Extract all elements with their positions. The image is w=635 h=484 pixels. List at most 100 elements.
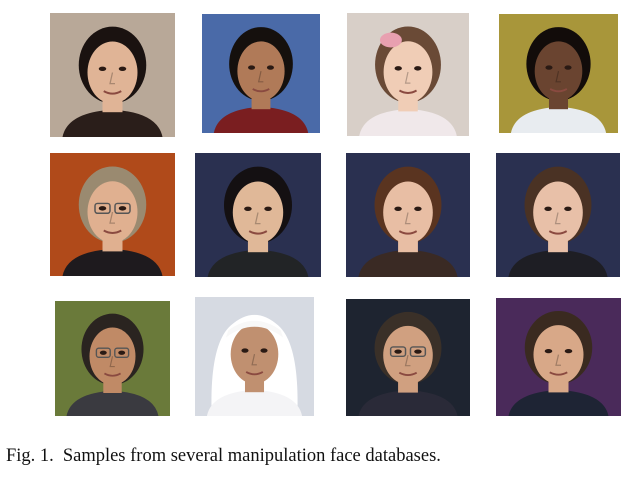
right-eye (118, 66, 127, 72)
face (87, 181, 138, 243)
mouth (248, 230, 268, 235)
nose (404, 71, 411, 84)
face (230, 324, 279, 384)
mouth (245, 371, 264, 376)
right-eye (264, 206, 272, 212)
face-sample-r2c1 (50, 153, 175, 276)
right-eye (414, 66, 422, 71)
shoulders (359, 108, 457, 136)
mouth (549, 88, 568, 93)
glasses-left (95, 347, 111, 359)
face-portrait (195, 297, 314, 416)
mouth (398, 89, 418, 94)
face (232, 181, 284, 244)
nose (555, 70, 561, 83)
nose (254, 212, 261, 225)
shoulders (207, 249, 309, 277)
left-eye (394, 206, 402, 212)
shoulders (213, 106, 309, 133)
face-sample-r3c3 (346, 299, 470, 416)
face (87, 41, 138, 104)
caption-label: Fig. 1. (6, 446, 54, 466)
left-eye (248, 65, 256, 70)
left-eye (241, 348, 249, 353)
right-eye (118, 350, 126, 355)
face-portrait (202, 14, 320, 133)
face-sample-r1c3 (347, 13, 469, 136)
left-eye (544, 348, 553, 354)
nose (251, 353, 257, 366)
face-sample-r1c4 (499, 14, 618, 133)
left-eye (394, 349, 402, 354)
face-portrait (499, 14, 618, 133)
face (383, 325, 433, 385)
face (534, 41, 583, 101)
headdress-band (225, 320, 284, 338)
face-portrait (346, 299, 470, 416)
face-sample-r2c2 (195, 153, 321, 277)
face (383, 41, 433, 103)
shoulders (510, 106, 607, 133)
shoulders (66, 390, 159, 416)
right-eye (118, 206, 127, 211)
glasses-right (114, 347, 130, 359)
face-sample-r2c4 (496, 153, 620, 277)
nose (554, 212, 561, 225)
right-eye (266, 65, 274, 70)
glasses-right (409, 346, 427, 358)
right-eye (260, 348, 268, 353)
shoulders (508, 390, 609, 416)
face-portrait (55, 301, 170, 416)
right-eye (414, 349, 422, 354)
right-eye (564, 65, 572, 70)
face (237, 41, 285, 101)
face-portrait (496, 298, 621, 416)
face-sample-r3c4 (496, 298, 621, 416)
shoulders (358, 390, 458, 416)
face-sample-r1c2 (202, 14, 320, 133)
face-sample-r1c1 (50, 13, 175, 137)
face (533, 325, 584, 385)
hair-bow (379, 32, 402, 48)
face-portrait (496, 153, 620, 277)
nose (109, 211, 115, 224)
mouth (103, 229, 122, 234)
nose (257, 70, 264, 83)
mouth (549, 371, 568, 376)
shoulders (206, 389, 303, 416)
face-portrait (50, 153, 175, 276)
right-eye (414, 206, 422, 212)
shoulders (62, 248, 163, 276)
shoulders (508, 249, 608, 277)
face (383, 181, 433, 244)
left-eye (545, 65, 553, 70)
face-portrait (50, 13, 175, 137)
face-portrait (195, 153, 321, 277)
face-portrait (347, 13, 469, 136)
shoulders (62, 109, 163, 137)
glasses-left (389, 346, 407, 358)
mouth (398, 230, 418, 235)
mouth (103, 90, 122, 95)
mouth (252, 88, 270, 93)
left-eye (244, 206, 252, 212)
shoulders (358, 249, 458, 277)
nose (109, 356, 115, 368)
face-sample-r2c3 (346, 153, 470, 277)
mouth (398, 371, 418, 376)
face-sample-r3c2 (195, 297, 314, 416)
face-sample-r3c1 (55, 301, 170, 416)
left-eye (394, 66, 402, 71)
glasses-left (94, 202, 111, 215)
nose (109, 72, 115, 85)
glasses-right (114, 202, 131, 215)
left-eye (99, 350, 107, 355)
left-eye (544, 206, 552, 212)
mouth (103, 372, 122, 377)
nose (404, 355, 411, 367)
nose (404, 212, 411, 225)
left-eye (98, 206, 107, 211)
figure-caption: Fig. 1. Samples from several manipulation… (6, 446, 441, 467)
right-eye (564, 348, 573, 354)
face-portrait (346, 153, 470, 277)
